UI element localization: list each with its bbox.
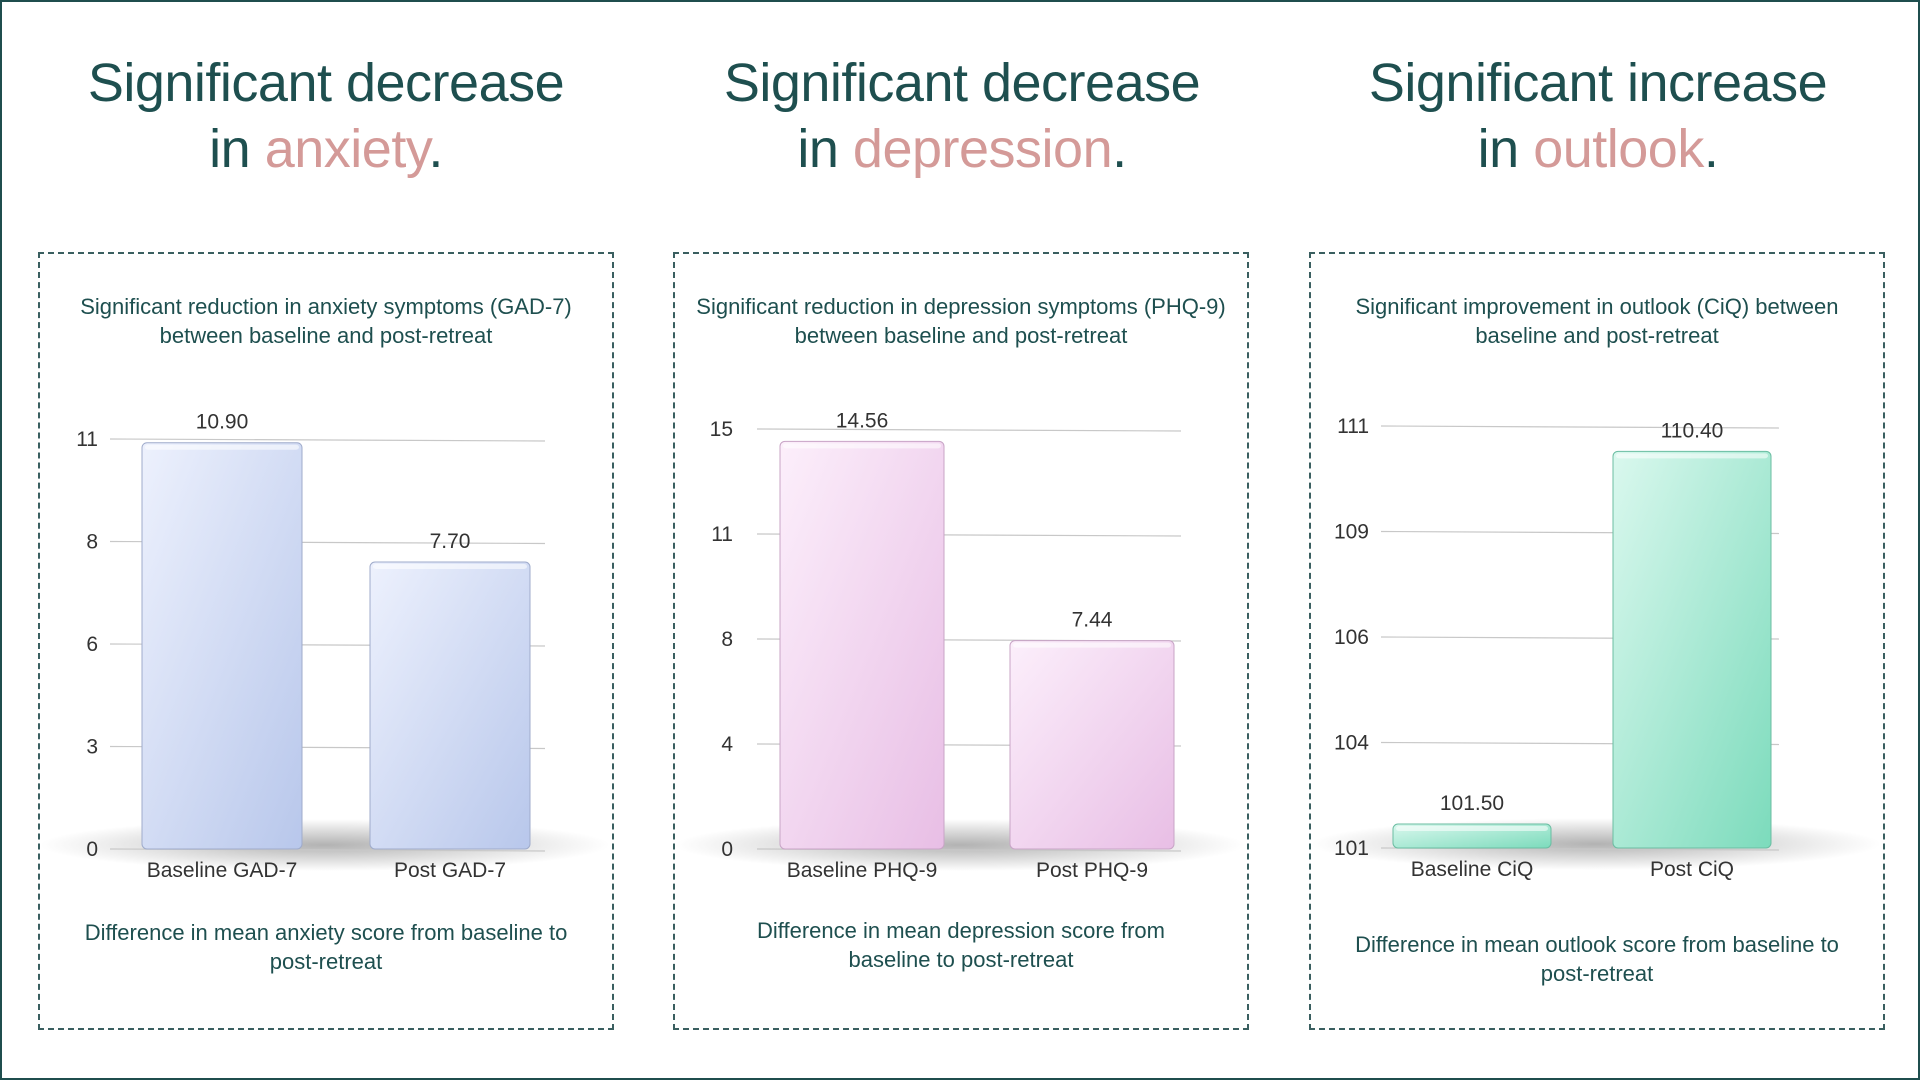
x-category-label: Post PHQ-9 [1036,859,1148,882]
x-category-label: Post CiQ [1650,858,1734,881]
y-tick-label: 15 [710,418,733,441]
heading-accent-word: depression [852,119,1113,179]
y-tick-label: 8 [86,531,98,554]
heading-in: in [209,119,265,179]
heading-line1: Significant decrease [723,53,1201,113]
data-label: 7.44 [1072,609,1113,632]
gridline [109,438,546,442]
heading-anxiety: Significant decrease in anxiety. [26,50,626,182]
heading-line2: in anxiety. [26,116,626,182]
y-tick-label: 6 [86,633,98,656]
bar-highlight [1396,826,1548,831]
y-tick-label: 109 [1334,521,1369,544]
data-label: 101.50 [1440,792,1504,815]
x-category-label: Baseline CiQ [1411,858,1534,881]
chart-title: Significant reduction in anxiety symptom… [80,294,572,348]
heading-accent-word: anxiety [264,119,429,179]
y-tick-label: 11 [711,523,733,546]
y-tick-label: 111 [1337,415,1369,438]
bar [779,440,945,850]
heading-in: in [797,119,853,179]
y-tick-label: 0 [721,838,733,861]
x-category-label: Baseline GAD-7 [147,859,298,882]
chart-title: Significant reduction in depression symp… [696,294,1226,348]
heading-in: in [1477,119,1534,179]
chart-caption: Difference in mean depression score from… [756,918,1165,972]
heading-line2: in depression. [662,116,1262,182]
outlook-bar-chart: 101 104 106 109 111 101.50 Baseline CiQ 110.40 P… [1311,415,1881,881]
data-label: 110.40 [1661,419,1724,442]
data-label: 10.90 [196,411,249,434]
bar [1612,450,1772,849]
chart-title: Significant improvement in outlook (CiQ)… [1355,294,1839,348]
heading-depression: Significant decrease in depression. [662,50,1262,182]
data-label: 14.56 [836,409,889,432]
bar [369,561,531,850]
heading-period: . [1703,119,1719,179]
bar [141,442,303,850]
bar-highlight [1616,453,1768,459]
chart-panel-depression: Significant reduction in depression symp… [673,252,1249,1030]
y-tick-label: 106 [1334,626,1369,649]
heading-accent-word: outlook [1533,119,1704,179]
bar-highlight [1013,642,1171,648]
chart-panel-anxiety: Significant reduction in anxiety symptom… [38,252,614,1030]
heading-line2: in outlook. [1298,116,1898,182]
bar [1009,640,1175,850]
bar-highlight [373,564,527,569]
y-tick-label: 0 [86,838,98,861]
anxiety-bar-chart: 0 3 6 8 11 10.90 Baseline GAD-7 7.70 Post GAD-7 [40,411,610,882]
heading-outlook: Significant increase in outlook. [1298,50,1898,182]
heading-line1: Significant increase [1368,53,1828,113]
heading-period: . [1112,119,1127,179]
chart-panel-outlook: Significant improvement in outlook (CiQ)… [1309,252,1885,1030]
x-category-label: Post GAD-7 [394,859,506,882]
heading-period: . [428,119,443,179]
y-tick-label: 3 [86,736,98,759]
y-tick-label: 4 [721,733,733,756]
y-tick-label: 104 [1334,732,1369,755]
heading-line1: Significant decrease [87,53,565,113]
bar-highlight [145,444,299,450]
x-category-label: Baseline PHQ-9 [787,859,938,882]
y-tick-label: 8 [721,628,733,651]
data-label: 7.70 [430,530,471,553]
depression-bar-chart: 0 4 8 11 15 14.56 Baseline PHQ-9 7.44 Post PHQ-9 [675,409,1245,882]
chart-caption: Difference in mean outlook score from ba… [1355,932,1839,986]
y-tick-label: 101 [1334,837,1369,860]
gridline [1380,425,1780,429]
y-tick-label: 11 [76,428,98,451]
chart-caption: Difference in mean anxiety score from ba… [84,920,568,974]
gridline [756,428,1182,432]
bar-highlight [783,443,941,449]
